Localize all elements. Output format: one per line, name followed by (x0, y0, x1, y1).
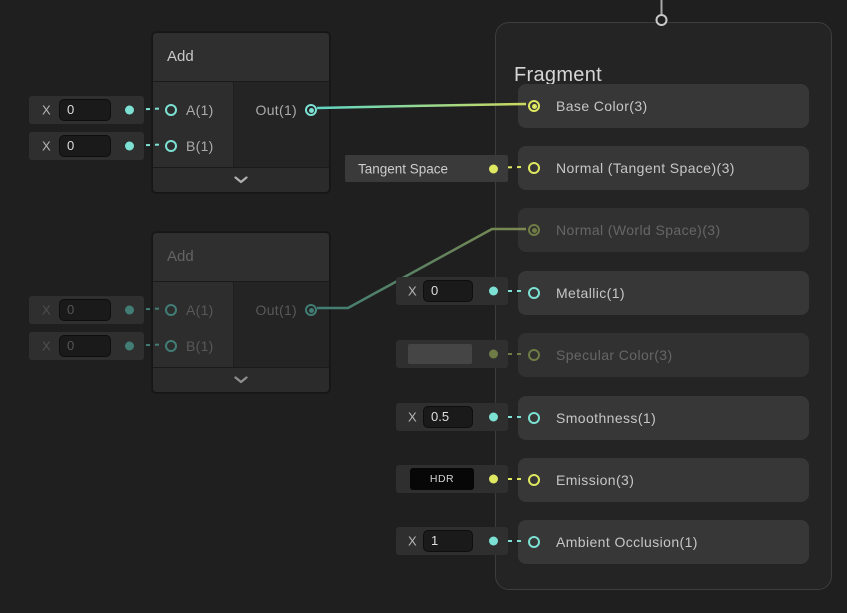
connector-dot (489, 536, 498, 546)
port-a-label: A(1) (186, 302, 214, 318)
port-a-label: A(1) (186, 102, 214, 118)
port-emission[interactable] (528, 474, 540, 486)
x-label: X (42, 102, 51, 118)
value-input[interactable]: 0 (59, 299, 111, 321)
fragment-stack-panel[interactable]: Fragment Base Color(3) Normal (Tangent S… (495, 22, 832, 590)
connector-dot (489, 412, 498, 422)
value-input[interactable]: 0.5 (423, 406, 473, 428)
node-title-bar[interactable]: Add (153, 233, 329, 282)
port-out[interactable] (305, 104, 317, 116)
fragment-row-metallic[interactable]: Metallic(1) (518, 271, 809, 315)
row-label: Normal (Tangent Space)(3) (556, 160, 735, 176)
fragment-row-specular-color[interactable]: Specular Color(3) (518, 333, 809, 377)
color-swatch[interactable] (408, 344, 472, 364)
metallic-widget: X 0 (396, 277, 508, 305)
node-output-section: Out(1) (234, 82, 329, 169)
fragment-row-emission[interactable]: Emission(3) (518, 458, 809, 502)
connector-dot (125, 341, 134, 351)
port-ambient-occlusion[interactable] (528, 536, 540, 548)
add1-input-a-widget: X 0 (29, 96, 144, 124)
add2-input-b-widget: X 0 (29, 332, 144, 360)
port-a[interactable] (165, 104, 177, 116)
row-label: Normal (World Space)(3) (556, 222, 721, 238)
add-node-1[interactable]: Add A(1) B(1) Out(1) (152, 32, 330, 193)
fragment-row-base-color[interactable]: Base Color(3) (518, 84, 809, 128)
row-label: Emission(3) (556, 472, 635, 488)
node-collapse-chevron[interactable] (153, 367, 329, 392)
port-b[interactable] (165, 140, 177, 152)
fragment-title: Fragment (514, 64, 602, 86)
port-out-label: Out(1) (255, 302, 297, 318)
specular-color-widget (396, 340, 508, 368)
x-label: X (42, 338, 51, 354)
port-normal-world[interactable] (528, 224, 540, 236)
port-out-label: Out(1) (255, 102, 297, 118)
x-label: X (408, 409, 417, 425)
connector-dot (489, 286, 498, 296)
row-label: Base Color(3) (556, 98, 648, 114)
fragment-row-smoothness[interactable]: Smoothness(1) (518, 396, 809, 440)
add-node-2[interactable]: Add A(1) B(1) Out(1) (152, 232, 330, 393)
connector-dot (125, 141, 134, 151)
fragment-row-normal-tangent[interactable]: Normal (Tangent Space)(3) (518, 146, 809, 190)
connector-dot (489, 349, 498, 359)
row-label: Specular Color(3) (556, 347, 673, 363)
emission-widget: HDR (396, 465, 508, 493)
node-input-section: A(1) B(1) (153, 282, 234, 369)
row-label: Smoothness(1) (556, 410, 657, 426)
add2-input-a-widget: X 0 (29, 296, 144, 324)
normal-space-dropdown[interactable]: Tangent Space (345, 155, 508, 182)
ambient-occlusion-widget: X 1 (396, 527, 508, 555)
port-base-color[interactable] (528, 100, 540, 112)
node-collapse-chevron[interactable] (153, 167, 329, 192)
port-b[interactable] (165, 340, 177, 352)
value-input[interactable]: 1 (423, 530, 473, 552)
port-a[interactable] (165, 304, 177, 316)
port-metallic[interactable] (528, 287, 540, 299)
node-input-section: A(1) B(1) (153, 82, 234, 169)
node-title-bar[interactable]: Add (153, 33, 329, 82)
value-input[interactable]: 0 (423, 280, 473, 302)
smoothness-widget: X 0.5 (396, 403, 508, 431)
port-normal-tangent[interactable] (528, 162, 540, 174)
node-title: Add (167, 48, 194, 65)
x-label: X (42, 302, 51, 318)
port-smoothness[interactable] (528, 412, 540, 424)
row-label: Ambient Occlusion(1) (556, 534, 698, 550)
x-label: X (408, 533, 417, 549)
connector-dot (125, 305, 134, 315)
connector-dot (125, 105, 134, 115)
normal-space-value: Tangent Space (358, 161, 449, 176)
value-input[interactable]: 0 (59, 335, 111, 357)
value-input[interactable]: 0 (59, 135, 111, 157)
node-output-section: Out(1) (234, 282, 329, 369)
chevron-down-icon (234, 376, 248, 384)
port-b-label: B(1) (186, 338, 214, 354)
chevron-down-icon (234, 176, 248, 184)
node-title: Add (167, 248, 194, 265)
connector-dot (489, 164, 498, 173)
hdr-color-button[interactable]: HDR (410, 468, 474, 490)
fragment-row-ambient-occlusion[interactable]: Ambient Occlusion(1) (518, 520, 809, 564)
port-specular-color[interactable] (528, 349, 540, 361)
x-label: X (42, 138, 51, 154)
row-label: Metallic(1) (556, 285, 625, 301)
add1-input-b-widget: X 0 (29, 132, 144, 160)
connector-dot (489, 474, 498, 484)
port-out[interactable] (305, 304, 317, 316)
fragment-row-normal-world[interactable]: Normal (World Space)(3) (518, 208, 809, 252)
value-input[interactable]: 0 (59, 99, 111, 121)
x-label: X (408, 283, 417, 299)
port-b-label: B(1) (186, 138, 214, 154)
